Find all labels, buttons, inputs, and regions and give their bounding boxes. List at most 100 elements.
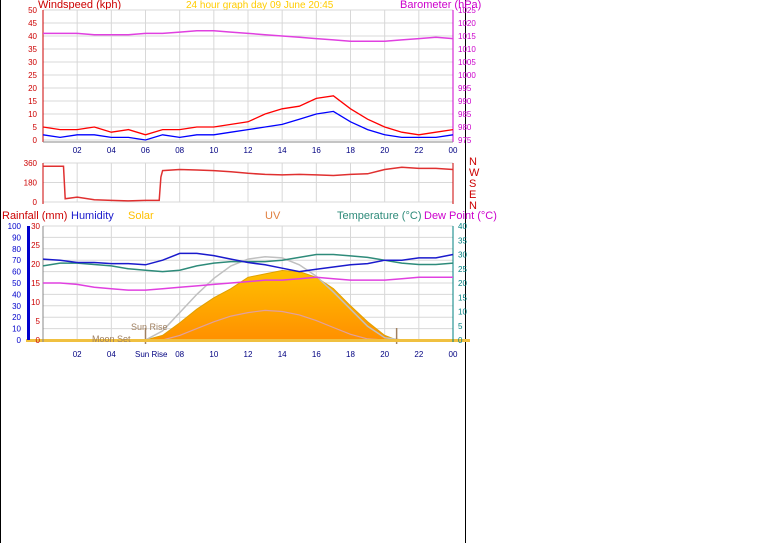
humidity-tick-label: 10 (12, 325, 21, 334)
wind-x-tick-label: 04 (107, 146, 116, 155)
climate-x-tick-label: 00 (449, 350, 458, 359)
humidity-tick-label: 100 (8, 222, 22, 231)
dewpoint-line (43, 276, 453, 291)
wind-tick-label: 20 (28, 84, 37, 93)
temperature-tick-label: 40 (458, 222, 467, 231)
rain-tick-label: 30 (31, 222, 40, 231)
rain-tick-label: 0 (36, 336, 41, 345)
rain-tick-label: 20 (31, 260, 40, 269)
climate-series (42, 252, 454, 291)
wind-tick-label: 10 (28, 110, 37, 119)
daylight-band (26, 339, 470, 342)
baro-axis-label: Barometer (hPa) (400, 0, 481, 11)
wind-x-tick-label: 08 (175, 146, 184, 155)
solar-area (26, 256, 470, 344)
climate-x-tick-label: 04 (107, 350, 116, 359)
wind-direction-line (43, 165, 454, 202)
wind-x-tick-label: 02 (73, 146, 82, 155)
humidity-tick-label: 50 (12, 279, 21, 288)
barometer-line (43, 30, 454, 42)
climate-panel: Rainfall (mm) Humidity Solar UV Temperat… (2, 210, 497, 359)
humidity-tick-label: 70 (12, 256, 21, 265)
baro-tick-label: 1010 (458, 45, 476, 54)
wind-x-tick-label: 10 (209, 146, 218, 155)
humidity-tick-label: 0 (17, 336, 22, 345)
temperature-tick-label: 10 (458, 308, 467, 317)
wind-tick-label: 50 (28, 6, 37, 15)
wind-x-tick-label: 20 (380, 146, 389, 155)
wind-tick-label: 25 (28, 71, 37, 80)
baro-y-ticks: 975 980 985 990 995 1000 1005 1010 1015 1020 1025 (458, 6, 476, 145)
direction-tick-label: 180 (24, 179, 38, 188)
climate-x-tick-label: 16 (312, 350, 321, 359)
climate-legend: Rainfall (mm) Humidity Solar UV Temperat… (2, 210, 497, 222)
wind-x-tick-label: 18 (346, 146, 355, 155)
wind-panel-series (42, 30, 454, 141)
rain-tick-label: 25 (31, 241, 40, 250)
legend-solar: Solar (128, 210, 154, 222)
baro-tick-label: 975 (458, 136, 472, 145)
direction-tick-label: 0 (33, 198, 38, 207)
wind-panel-grid (42, 9, 454, 143)
legend-uv: UV (265, 210, 281, 222)
rain-tick-label: 15 (31, 279, 40, 288)
baro-tick-label: 1020 (458, 19, 476, 28)
legend-rainfall: Rainfall (mm) (2, 210, 67, 222)
direction-tick-label: 360 (24, 159, 38, 168)
legend-humidity: Humidity (71, 210, 114, 222)
baro-tick-label: 985 (458, 110, 472, 119)
legend-dewpoint: Dew Point (°C) (424, 210, 497, 222)
solar-radiation-area (145, 269, 397, 341)
rain-tick-label: 5 (36, 317, 41, 326)
wind-x-tick-label: 06 (141, 146, 150, 155)
temperature-tick-label: 0 (458, 336, 463, 345)
wind-x-tick-label: 00 (449, 146, 458, 155)
wind-tick-label: 30 (28, 58, 37, 67)
compass-label: S (469, 178, 476, 190)
baro-tick-label: 990 (458, 97, 472, 106)
chart-subtitle: 24 hour graph day 09 June 20:45 (186, 0, 334, 11)
wind-baro-panel: Windspeed (kph) 24 hour graph day 09 Jun… (28, 0, 481, 155)
sun-rise-label-lower: Sun Rise (135, 350, 168, 359)
baro-tick-label: 995 (458, 84, 472, 93)
sun-moon-annotations: Moon Set Sun Rise Sun Rise (92, 322, 168, 359)
frame-right-border (465, 0, 466, 543)
humidity-tick-label: 40 (12, 290, 21, 299)
climate-x-tick-label: 02 (73, 350, 82, 359)
climate-x-tick-label: 08 (175, 350, 184, 359)
temperature-tick-label: 35 (458, 236, 467, 245)
frame-left-border (0, 0, 1, 543)
direction-y-ticks: 0 180 360 (24, 159, 38, 207)
wind-x-ticks: 02 04 06 08 10 12 14 16 18 20 22 00 (73, 146, 458, 155)
humidity-tick-label: 20 (12, 313, 21, 322)
climate-x-tick-label: 18 (346, 350, 355, 359)
wind-x-tick-label: 22 (414, 146, 423, 155)
baro-tick-label: 1000 (458, 71, 476, 80)
wind-axis-label: Windspeed (kph) (38, 0, 121, 11)
baro-tick-label: 1025 (458, 6, 476, 15)
climate-y-ticks: 0 10 20 30 40 50 60 70 80 90 100 0 5 10 15 20 25 30 0 5 10 15… (8, 222, 468, 345)
rain-axis-bar (27, 226, 30, 340)
climate-x-ticks: 02 04 08 10 12 14 16 18 20 22 00 (73, 350, 458, 359)
compass-label: N (469, 200, 477, 212)
temperature-tick-label: 25 (458, 265, 467, 274)
gust-line (42, 110, 454, 141)
compass-label: N (469, 156, 477, 168)
baro-tick-label: 980 (458, 123, 472, 132)
sun-rise-label-upper: Sun Rise (131, 322, 168, 332)
compass-label: E (469, 189, 476, 201)
wind-x-tick-label: 12 (244, 146, 253, 155)
baro-tick-label: 1015 (458, 32, 476, 41)
direction-panel-grid (42, 162, 454, 204)
temperature-tick-label: 15 (458, 293, 467, 302)
baro-tick-label: 1005 (458, 58, 476, 67)
humidity-tick-label: 30 (12, 302, 21, 311)
climate-x-tick-label: 22 (414, 350, 423, 359)
temperature-tick-label: 30 (458, 251, 467, 260)
legend-temperature: Temperature (°C) (337, 210, 421, 222)
compass-label: W (469, 167, 480, 179)
wind-x-tick-label: 14 (278, 146, 287, 155)
